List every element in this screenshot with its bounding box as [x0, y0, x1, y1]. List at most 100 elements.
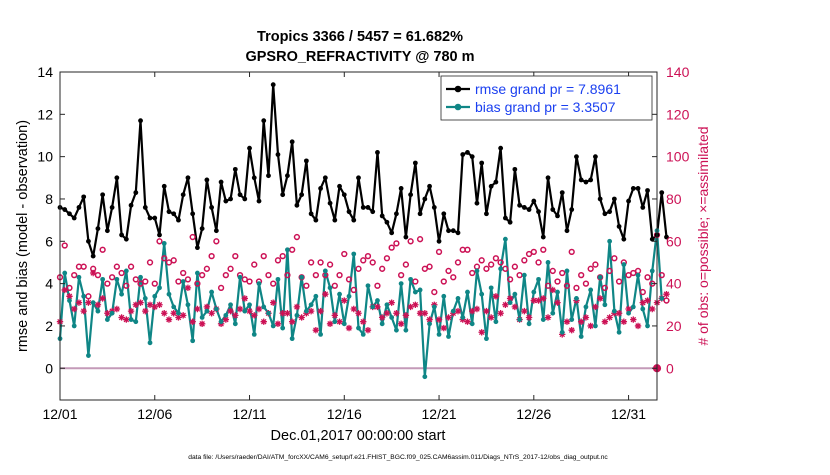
- obs-possible-point: [611, 255, 618, 262]
- bias-point: [607, 238, 613, 244]
- obs-possible-point: [587, 265, 594, 272]
- rmse-point: [133, 190, 139, 196]
- bias-point: [365, 283, 371, 289]
- obs-assimilated-point: [587, 322, 594, 330]
- x-tick-label: 12/16: [327, 406, 362, 422]
- obs-possible-point: [123, 282, 130, 289]
- rmse-point: [403, 234, 409, 240]
- bias-point: [119, 291, 124, 297]
- rmse-point: [526, 207, 532, 212]
- rmse-point: [147, 215, 153, 221]
- obs-possible-point: [270, 280, 277, 287]
- obs-possible-point: [464, 246, 471, 253]
- obs-assimilated-point: [132, 301, 140, 308]
- bias-point: [422, 374, 428, 380]
- rmse-point: [493, 179, 499, 185]
- bias-point: [484, 336, 489, 342]
- rmse-point: [427, 183, 432, 189]
- rmse-point: [62, 207, 68, 212]
- bias-point: [104, 317, 110, 322]
- obs-assimilated-point: [521, 307, 528, 315]
- rmse-point: [555, 213, 560, 219]
- rmse-point: [128, 202, 134, 208]
- obs-assimilated-point: [151, 303, 158, 311]
- obs-possible-point: [260, 252, 267, 260]
- bias-point: [597, 274, 603, 280]
- obs-assimilated-point: [165, 316, 173, 323]
- obs-assimilated-point: [184, 284, 192, 292]
- rmse-point: [455, 230, 461, 236]
- y-tick-label-right: 140: [666, 64, 690, 80]
- rmse-point: [360, 205, 366, 210]
- obs-assimilated-point: [307, 307, 315, 315]
- rmse-point: [597, 196, 603, 202]
- obs-assimilated-point: [288, 318, 296, 325]
- x-tick-label: 12/06: [137, 406, 172, 422]
- obs-assimilated-point: [473, 305, 481, 313]
- obs-possible-point: [118, 269, 125, 277]
- obs-assimilated-point: [61, 286, 68, 294]
- bias-line: [58, 229, 663, 378]
- rmse-point: [450, 228, 456, 234]
- obs-possible-point: [227, 265, 234, 272]
- rmse-point: [417, 211, 423, 217]
- obs-assimilated-point: [326, 320, 334, 328]
- obs-assimilated-point: [146, 301, 154, 308]
- rmse-point: [365, 205, 371, 210]
- obs-possible-point: [601, 284, 609, 291]
- obs-assimilated-point: [360, 318, 367, 325]
- bias-point: [441, 293, 447, 299]
- obs-assimilated-point: [137, 299, 144, 306]
- rmse-point: [531, 198, 537, 204]
- bias-point: [318, 332, 323, 337]
- obs-assimilated-point: [312, 326, 320, 334]
- rmse-point: [190, 211, 196, 217]
- bias-point: [294, 312, 300, 318]
- obs-assimilated-point: [189, 318, 196, 325]
- obs-possible-point: [312, 271, 320, 279]
- rmse-point: [67, 211, 72, 217]
- obs-possible-point: [203, 265, 211, 272]
- rmse-point: [488, 183, 494, 189]
- y-tick-label-right: 0: [666, 360, 674, 376]
- obs-possible-point: [241, 276, 248, 283]
- rmse-point: [564, 228, 570, 234]
- obs-possible-point: [184, 276, 192, 283]
- rmse-point: [294, 202, 300, 208]
- obs-possible-point: [317, 259, 324, 266]
- obs-assimilated-point: [454, 307, 462, 315]
- legend-rmse-label: rmse grand pr = 7.8961: [475, 81, 621, 97]
- obs-possible-point: [232, 252, 239, 260]
- bias-point: [209, 289, 215, 295]
- plot-area: [60, 72, 657, 400]
- obs-possible-point: [540, 246, 547, 253]
- rmse-point: [285, 173, 290, 179]
- y-tick-label-right: 80: [666, 191, 682, 207]
- rmse-point: [502, 215, 508, 221]
- rmse-point: [180, 192, 186, 198]
- rmse-point: [104, 228, 110, 234]
- obs-possible-point: [506, 276, 514, 283]
- bias-point: [384, 302, 390, 308]
- bias-point: [204, 308, 210, 314]
- obs-assimilated-point: [331, 312, 339, 319]
- obs-assimilated-point: [554, 299, 561, 306]
- obs-assimilated-point: [156, 301, 163, 308]
- obs-assimilated-point: [416, 310, 424, 317]
- bias-point: [465, 289, 470, 295]
- rmse-point: [602, 211, 608, 217]
- obs-possible-point: [454, 259, 462, 266]
- bias-point: [161, 241, 167, 246]
- rmse-point: [611, 196, 617, 202]
- bias-point: [640, 306, 646, 312]
- bias-point: [436, 332, 442, 337]
- bias-point: [180, 279, 186, 284]
- bias-point: [502, 236, 508, 242]
- obs-assimilated-point: [421, 310, 429, 317]
- rmse-point: [308, 211, 314, 217]
- bias-point: [313, 293, 319, 299]
- bias-point: [593, 323, 598, 329]
- rmse-point: [90, 253, 96, 259]
- bias-point: [247, 302, 252, 308]
- obs-assimilated-point: [506, 295, 514, 302]
